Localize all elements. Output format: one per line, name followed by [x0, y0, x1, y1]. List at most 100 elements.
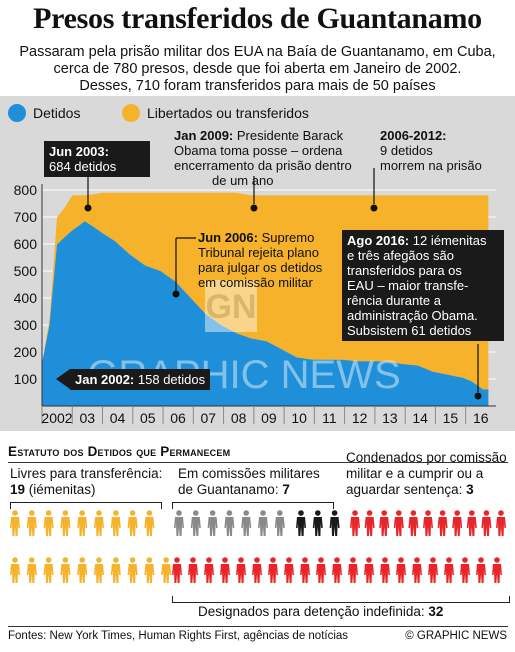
footer-sources: Fontes: New York Times, Human Rights Fir…: [8, 630, 349, 642]
status-free-label: Livres para transferência:: [10, 466, 163, 481]
callout-jan-2002-head: Jan 2002:: [75, 372, 135, 387]
person-icon-convicted: [329, 510, 340, 536]
person-icon-commission: [258, 510, 268, 536]
y-tick-label: 600: [14, 236, 38, 252]
callout-jun-2003-head: Jun 2003:: [49, 144, 109, 159]
annotation-jun-2006-body-1: Supremo: [257, 230, 315, 245]
bracket-indefinite: [172, 596, 510, 603]
person-icon-commission: [224, 510, 235, 536]
person-icon-indefinite: [172, 557, 182, 583]
person-icon-indefinite: [452, 510, 463, 536]
subtitle: Passaram pela prisão militar dos EUA na …: [0, 44, 515, 95]
person-icon-free: [127, 557, 138, 583]
person-icon-indefinite: [350, 510, 360, 536]
callout-ago-2016-body-4: EAU – maior transfe-: [347, 278, 469, 293]
annotation-2006-2012-body-1: 9 detidos: [380, 143, 433, 158]
person-icon-indefinite: [284, 557, 294, 583]
person-icon-indefinite: [316, 557, 326, 583]
x-tick-label: 15: [443, 410, 459, 426]
callout-ago-2016-body-6: administração Obama.: [347, 308, 478, 323]
status-free-note: (iémenitas): [25, 482, 96, 497]
person-icon-commission: [190, 510, 201, 536]
status-convicted-count: 3: [466, 482, 474, 497]
person-icon-indefinite: [466, 510, 477, 536]
people-pictogram: [10, 510, 506, 583]
annotation-jan-2009-line-1: Jan 2009: Presidente Barack: [174, 128, 374, 143]
legend-swatch-released: [122, 104, 140, 122]
watermark-logo-letters: GN: [206, 288, 257, 326]
person-icon-free: [94, 510, 104, 536]
x-tick-label: 07: [201, 410, 217, 426]
annotation-jun-2006-body-4: em comissão militar: [198, 275, 313, 290]
person-icon-indefinite: [412, 557, 422, 583]
person-icon-convicted: [312, 510, 323, 536]
callout-ago-2016-head: Ago 2016:: [347, 233, 410, 248]
person-icon-free: [43, 510, 54, 536]
y-tick-label: 800: [14, 182, 38, 198]
person-icon-indefinite: [236, 557, 246, 583]
y-tick-label: 700: [14, 209, 38, 225]
annotation-jan-2009: Jan 2009: Presidente Barack Obama toma p…: [174, 128, 374, 188]
watermark-logo-square: [205, 280, 257, 332]
status-commissions-count: 7: [282, 482, 290, 497]
person-icon-indefinite: [188, 557, 198, 583]
status-indefinite-count: 32: [428, 604, 444, 619]
annotation-dots: [84, 204, 482, 400]
status-section-divider: [8, 462, 508, 463]
callout-jan-2002: Jan 2002: 158 detidos: [70, 369, 211, 390]
subtitle-line-1: Passaram pela prisão militar dos EUA na …: [19, 44, 496, 60]
status-convicted-value: aguardar sentença: 3: [346, 482, 507, 498]
annotation-jun-2006-head: Jun 2006:: [198, 230, 258, 245]
callout-ago-2016-body-3: transferidos para os: [347, 263, 462, 278]
person-icon-indefinite: [437, 510, 448, 536]
annotation-jun-2006: Jun 2006: Supremo Tribunal rejeita plano…: [198, 230, 348, 290]
page-title: Presos transferidos de Guantanamo: [33, 2, 482, 35]
x-tick-label: 12: [352, 410, 368, 426]
person-icon-indefinite: [476, 557, 486, 583]
y-tick-label: 100: [14, 371, 38, 387]
person-icon-indefinite: [444, 557, 454, 583]
person-icon-free: [77, 557, 88, 583]
callout-jun-2003: Jun 2003: 684 detidos: [44, 141, 150, 177]
callout-ago-2016-body-5: rência durante a: [347, 293, 441, 308]
callout-ago-2016-body-2: e três afegãos são: [347, 248, 454, 263]
annotation-2006-2012: 2006-2012: 9 detidos morrem na prisão: [380, 128, 510, 173]
x-tick-label: 2002: [41, 410, 72, 426]
status-convicted-label-1: Condenados por comissão: [346, 450, 507, 465]
person-icon-indefinite: [268, 557, 278, 583]
person-icon-commission: [207, 510, 218, 536]
person-icon-free: [26, 510, 37, 536]
callout-jan-2002-arrow: [56, 369, 70, 389]
callout-ago-2016-body-7: Subsistem 61 detidos: [347, 323, 472, 338]
x-tick-label: 06: [170, 410, 186, 426]
x-tick-label: 16: [473, 410, 489, 426]
status-free-count: 19: [10, 482, 26, 497]
person-icon-indefinite: [460, 557, 470, 583]
person-icon-indefinite: [379, 510, 390, 536]
person-icon-free: [161, 557, 172, 583]
person-icon-free: [10, 557, 20, 583]
status-commissions-label-1: Em comissões militares: [178, 466, 320, 481]
status-free-value: 19 (iémenitas): [10, 482, 162, 498]
y-axis: 100 200 300 400 500 600 700 800: [14, 182, 43, 406]
person-icon-free: [60, 557, 71, 583]
person-icon-free: [127, 510, 138, 536]
person-icon-indefinite: [423, 510, 433, 536]
person-icon-free: [60, 510, 71, 536]
x-tick-label: 08: [231, 410, 247, 426]
person-icon-indefinite: [408, 510, 419, 536]
x-tick-label: 03: [79, 410, 95, 426]
annotation-jan-2009-body-3: encerramento da prisão dentro: [174, 158, 352, 173]
annotation-2006-2012-body-2: morrem na prisão: [380, 158, 482, 173]
subtitle-line-3: Desses, 710 foram transferidos para mais…: [79, 78, 436, 94]
person-icon-indefinite: [428, 557, 438, 583]
status-convicted-label-2: militar e a cumprir ou a: [346, 466, 484, 481]
annotation-pointers: [87, 168, 479, 392]
y-tick-label: 400: [14, 290, 38, 306]
person-icon-convicted: [296, 510, 306, 536]
person-icon-indefinite: [220, 557, 230, 583]
x-tick-label: 05: [140, 410, 156, 426]
status-commissions-label-2: de Guantanamo:: [178, 482, 283, 497]
person-icon-indefinite: [380, 557, 390, 583]
person-icon-indefinite: [364, 557, 374, 583]
